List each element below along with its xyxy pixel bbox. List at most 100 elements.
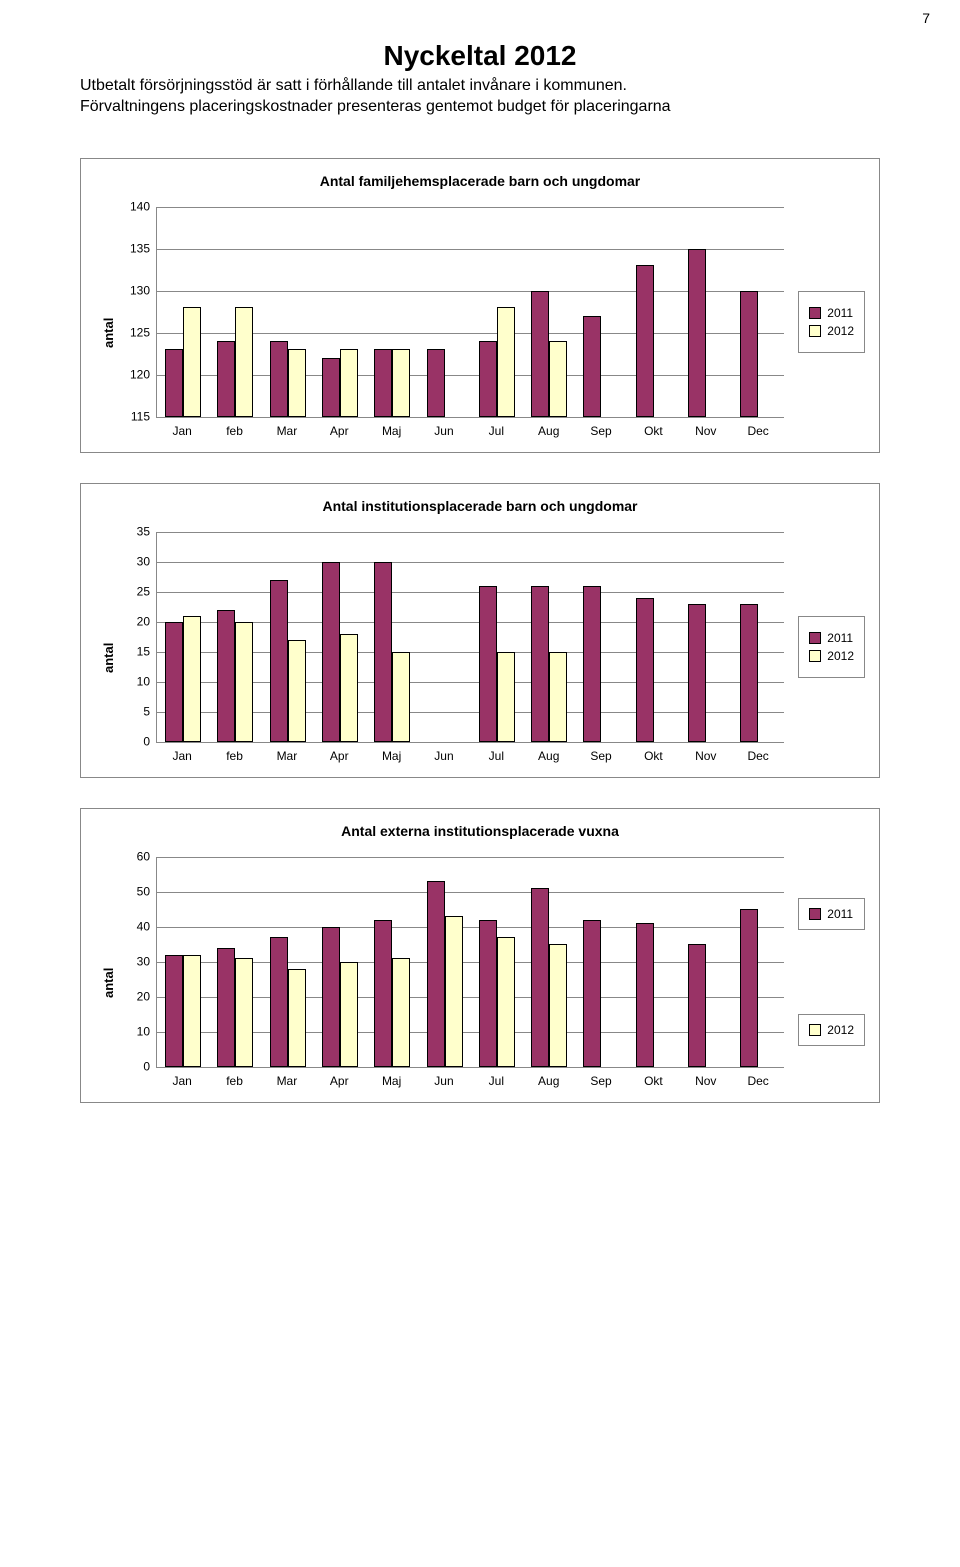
legend-item: 2011	[809, 306, 854, 320]
x-tick: Dec	[732, 1074, 784, 1088]
bar-2012	[340, 634, 358, 742]
bar-2012	[392, 652, 410, 742]
legend-label: 2012	[827, 324, 854, 338]
bar-2011	[479, 920, 497, 1067]
bar-2011	[479, 586, 497, 742]
chart-title: Antal externa institutionsplacerade vuxn…	[95, 823, 865, 839]
x-tick: feb	[208, 749, 260, 763]
bar-2011	[270, 341, 288, 417]
bar-group	[418, 857, 470, 1067]
legend-label: 2012	[827, 1023, 854, 1037]
bar-2012	[549, 341, 567, 417]
bar-2011	[427, 881, 445, 1067]
bar-2012	[288, 640, 306, 742]
bar-group	[575, 207, 627, 417]
bar-2011	[322, 562, 340, 742]
x-tick: Jan	[156, 749, 208, 763]
bar-2011	[165, 955, 183, 1067]
chart-2-frame: Antal institutionsplacerade barn och ung…	[80, 483, 880, 778]
bar-2012	[445, 916, 463, 1067]
bar-group	[262, 857, 314, 1067]
chart-1-frame: Antal familjehemsplacerade barn och ungd…	[80, 158, 880, 453]
bar-group	[575, 532, 627, 742]
x-tick: Aug	[523, 749, 575, 763]
chart-row: antal140135130125120115JanfebMarAprMajJu…	[95, 207, 865, 438]
legend: 2011 2012	[798, 291, 865, 353]
bar-2012	[392, 349, 410, 416]
bar-2011	[374, 920, 392, 1067]
plot-area	[156, 532, 784, 743]
bar-group	[366, 532, 418, 742]
bar-group	[314, 857, 366, 1067]
legend: 2011	[798, 898, 865, 930]
legend-item: 2012	[809, 324, 854, 338]
x-tick: Apr	[313, 424, 365, 438]
legend-swatch	[809, 1024, 821, 1036]
bar-group	[157, 532, 209, 742]
bar-2012	[288, 349, 306, 416]
legend: 2012	[798, 1014, 865, 1046]
x-tick: Aug	[523, 424, 575, 438]
chart-row: antal6050403020100JanfebMarAprMajJunJulA…	[95, 857, 865, 1088]
bar-2012	[549, 944, 567, 1067]
bars-container	[157, 857, 784, 1067]
bar-group	[680, 207, 732, 417]
x-tick: Okt	[627, 1074, 679, 1088]
page-title: Nyckeltal 2012	[80, 40, 880, 72]
x-tick: Maj	[365, 424, 417, 438]
bar-2011	[583, 586, 601, 742]
bar-group	[523, 532, 575, 742]
x-tick: Okt	[627, 424, 679, 438]
subtitle-line-2: Förvaltningens placeringskostnader prese…	[80, 98, 671, 115]
legend-swatch	[809, 908, 821, 920]
bar-2012	[497, 307, 515, 416]
bar-group	[157, 857, 209, 1067]
chart-row: antal35302520151050JanfebMarAprMajJunJul…	[95, 532, 865, 763]
bar-group	[314, 207, 366, 417]
x-tick: feb	[208, 1074, 260, 1088]
x-tick: Aug	[523, 1074, 575, 1088]
y-ticks: 140135130125120115	[116, 207, 156, 417]
bar-2011	[740, 291, 758, 417]
bar-group	[262, 532, 314, 742]
chart-title: Antal familjehemsplacerade barn och ungd…	[95, 173, 865, 189]
x-tick: Sep	[575, 1074, 627, 1088]
bar-2011	[636, 923, 654, 1067]
legend-item: 2012	[809, 649, 854, 663]
chart-3-frame: Antal externa institutionsplacerade vuxn…	[80, 808, 880, 1103]
bar-2011	[583, 920, 601, 1067]
legend-label: 2012	[827, 649, 854, 663]
bar-2011	[217, 341, 235, 417]
bar-group	[418, 532, 470, 742]
x-tick: Jun	[418, 749, 470, 763]
x-ticks: JanfebMarAprMajJunJulAugSepOktNovDec	[156, 749, 784, 763]
page: 7 Nyckeltal 2012 Utbetalt försörjningsst…	[0, 0, 960, 1153]
bar-group	[628, 857, 680, 1067]
bar-group	[523, 207, 575, 417]
page-subtitle: Utbetalt försörjningsstöd är satt i förh…	[80, 76, 880, 118]
bar-group	[366, 857, 418, 1067]
x-tick: Mar	[261, 424, 313, 438]
x-tick: Dec	[732, 424, 784, 438]
bar-group	[732, 857, 784, 1067]
bar-group	[680, 857, 732, 1067]
bar-2011	[479, 341, 497, 417]
x-tick: Apr	[313, 1074, 365, 1088]
x-tick: Jul	[470, 424, 522, 438]
bars-container	[157, 532, 784, 742]
bar-2012	[288, 969, 306, 1067]
bar-2011	[688, 249, 706, 417]
bar-2011	[636, 598, 654, 742]
legend-item: 2011	[809, 907, 854, 921]
bar-group	[732, 207, 784, 417]
bar-2012	[497, 652, 515, 742]
bar-group	[209, 857, 261, 1067]
legend-item: 2011	[809, 631, 854, 645]
bar-group	[366, 207, 418, 417]
bar-group	[262, 207, 314, 417]
plot-area	[156, 857, 784, 1068]
bar-group	[314, 532, 366, 742]
x-tick: Dec	[732, 749, 784, 763]
bar-group	[628, 532, 680, 742]
bar-2011	[165, 622, 183, 742]
